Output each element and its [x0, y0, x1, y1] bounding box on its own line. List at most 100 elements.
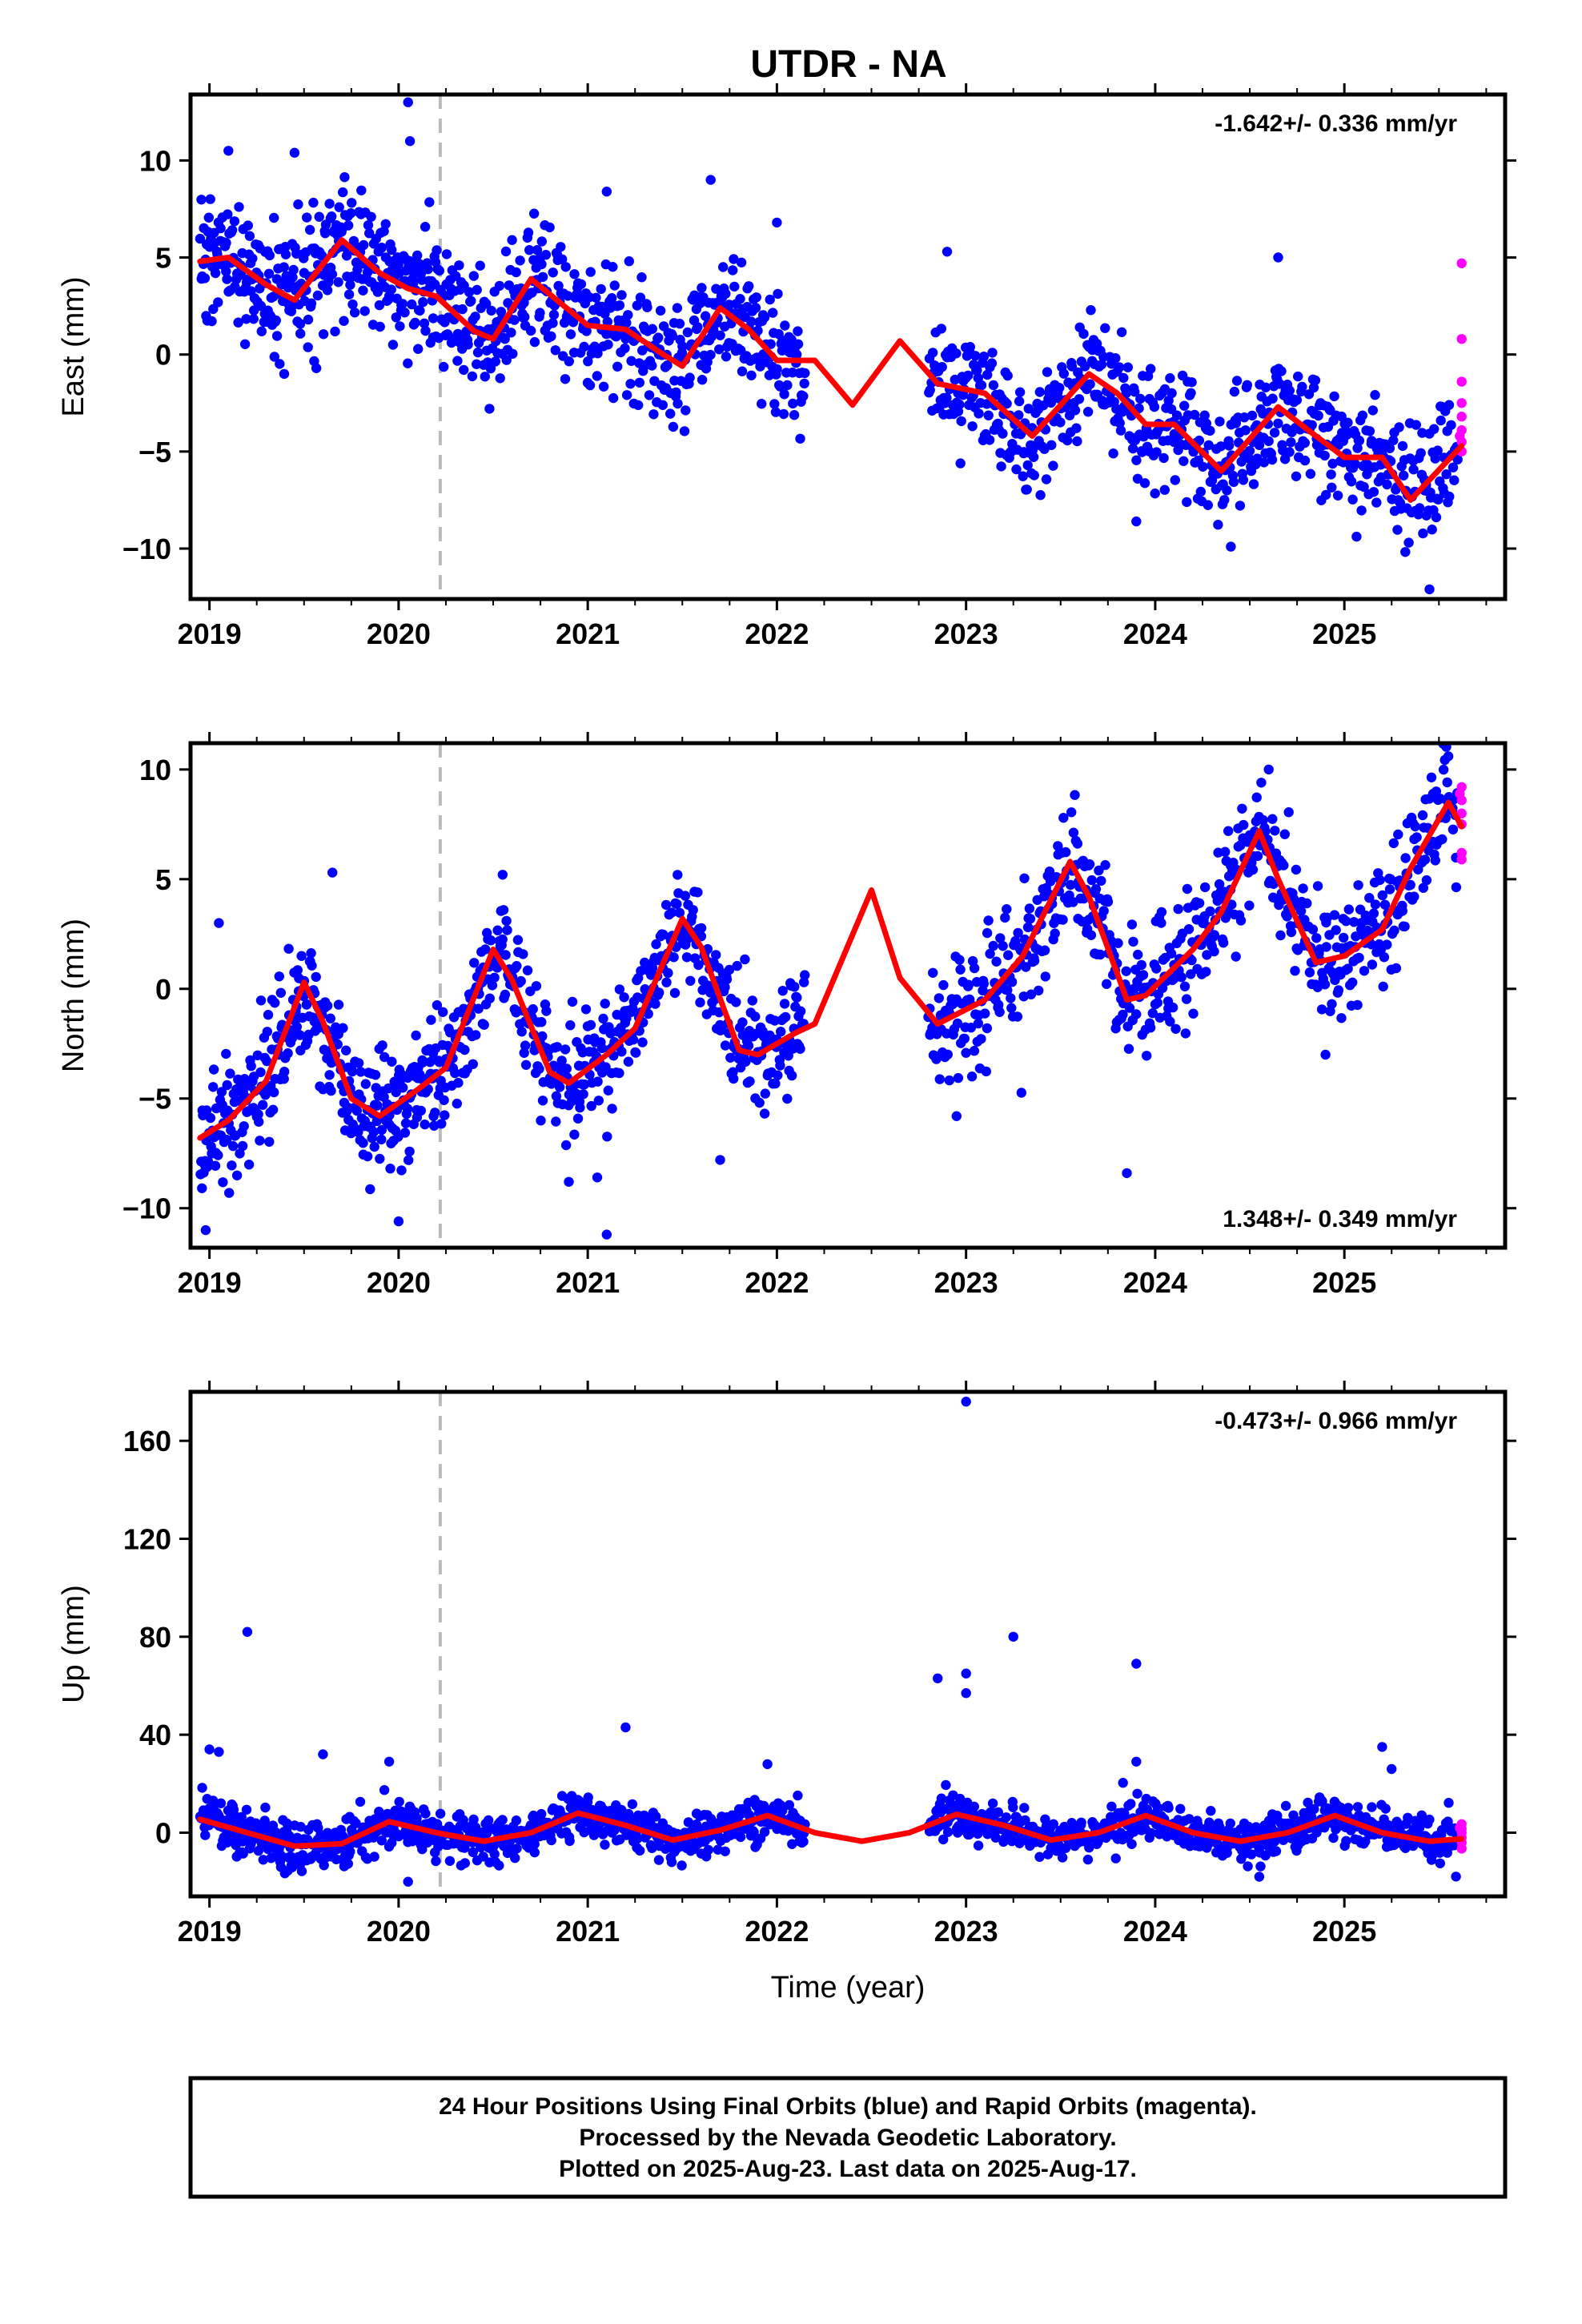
final-point [1384, 443, 1395, 453]
final-point [1343, 963, 1353, 974]
final-point [993, 1807, 1004, 1818]
final-point [1452, 454, 1463, 464]
final-point [1276, 366, 1287, 376]
final-point [288, 264, 299, 275]
final-point [1026, 989, 1037, 999]
final-point [351, 1105, 362, 1116]
final-point [283, 943, 294, 954]
final-point [1336, 1013, 1347, 1023]
final-point [1057, 1852, 1068, 1863]
final-point [955, 1793, 966, 1804]
final-point [780, 320, 790, 331]
final-point [534, 1063, 544, 1075]
final-point [1451, 1872, 1461, 1882]
final-point [787, 1839, 797, 1849]
final-point [213, 297, 223, 308]
final-point [486, 305, 496, 316]
final-point [1384, 884, 1395, 895]
y-tick-label: 160 [123, 1425, 171, 1458]
final-point [452, 328, 464, 340]
final-point [991, 956, 1002, 967]
final-point [434, 265, 444, 276]
final-point [1121, 966, 1131, 977]
final-point [259, 1815, 270, 1826]
final-point [1068, 827, 1079, 838]
final-point [1006, 977, 1018, 987]
final-point [1260, 382, 1271, 392]
final-point [1303, 1797, 1313, 1808]
final-point [302, 212, 312, 223]
final-point [1394, 422, 1404, 432]
final-point [204, 1744, 215, 1755]
final-point [1435, 794, 1446, 804]
final-point [480, 372, 490, 382]
final-point [602, 316, 612, 327]
final-point [1443, 1798, 1454, 1808]
final-point [418, 297, 428, 308]
final-point [440, 1110, 450, 1120]
final-point [565, 1020, 576, 1031]
final-point [980, 1008, 990, 1019]
final-point [1156, 907, 1167, 918]
rate-label: 1.348+/- 0.349 mm/yr [1223, 1206, 1457, 1232]
final-point [795, 433, 805, 444]
final-point [560, 1044, 571, 1055]
final-point [1136, 959, 1147, 971]
final-point [453, 1077, 464, 1088]
final-point [731, 997, 741, 1007]
final-point [674, 319, 685, 329]
final-point [933, 1673, 943, 1683]
final-point [376, 243, 387, 253]
final-point [1118, 372, 1129, 384]
final-point [1377, 890, 1388, 901]
final-point [369, 1141, 379, 1152]
final-point [769, 1015, 780, 1026]
final-point [1131, 1009, 1142, 1019]
final-point [494, 280, 505, 292]
final-point [954, 955, 965, 965]
final-point [614, 1068, 624, 1079]
final-point [282, 1818, 292, 1829]
x-axis-label: Time (year) [771, 1971, 926, 2004]
final-point [279, 1074, 289, 1084]
final-point [1251, 1822, 1262, 1832]
final-point [1102, 896, 1114, 907]
final-point [1028, 452, 1039, 462]
final-point [951, 348, 962, 359]
final-point [293, 199, 303, 210]
final-point [579, 1079, 590, 1090]
final-point [1086, 875, 1098, 886]
final-point [986, 358, 998, 368]
final-point [697, 283, 707, 293]
final-point [1326, 469, 1336, 480]
final-point [1446, 420, 1456, 430]
final-point [536, 236, 547, 247]
final-point [1100, 860, 1110, 870]
final-point [647, 1843, 657, 1853]
final-point [359, 239, 369, 251]
final-point [1199, 410, 1210, 420]
final-point [471, 1030, 481, 1040]
final-point [961, 1397, 971, 1407]
final-point [450, 1068, 460, 1079]
final-point [1209, 930, 1220, 940]
x-tick-label: 2025 [1312, 617, 1376, 650]
x-tick-label: 2020 [367, 1266, 431, 1299]
final-point [580, 1004, 592, 1015]
final-point [1121, 388, 1131, 399]
final-point [777, 986, 788, 996]
final-point [333, 277, 343, 287]
final-point [537, 271, 548, 282]
final-point [592, 371, 602, 381]
final-point [368, 1127, 379, 1137]
final-point [1313, 410, 1323, 421]
final-point [1025, 914, 1036, 924]
final-point [383, 1756, 395, 1767]
final-point [1184, 1814, 1195, 1824]
final-point [685, 975, 696, 987]
final-point [1240, 425, 1251, 436]
final-point [634, 377, 644, 388]
final-point [1082, 1854, 1094, 1865]
final-point [1424, 1814, 1435, 1825]
final-point [795, 1006, 806, 1016]
